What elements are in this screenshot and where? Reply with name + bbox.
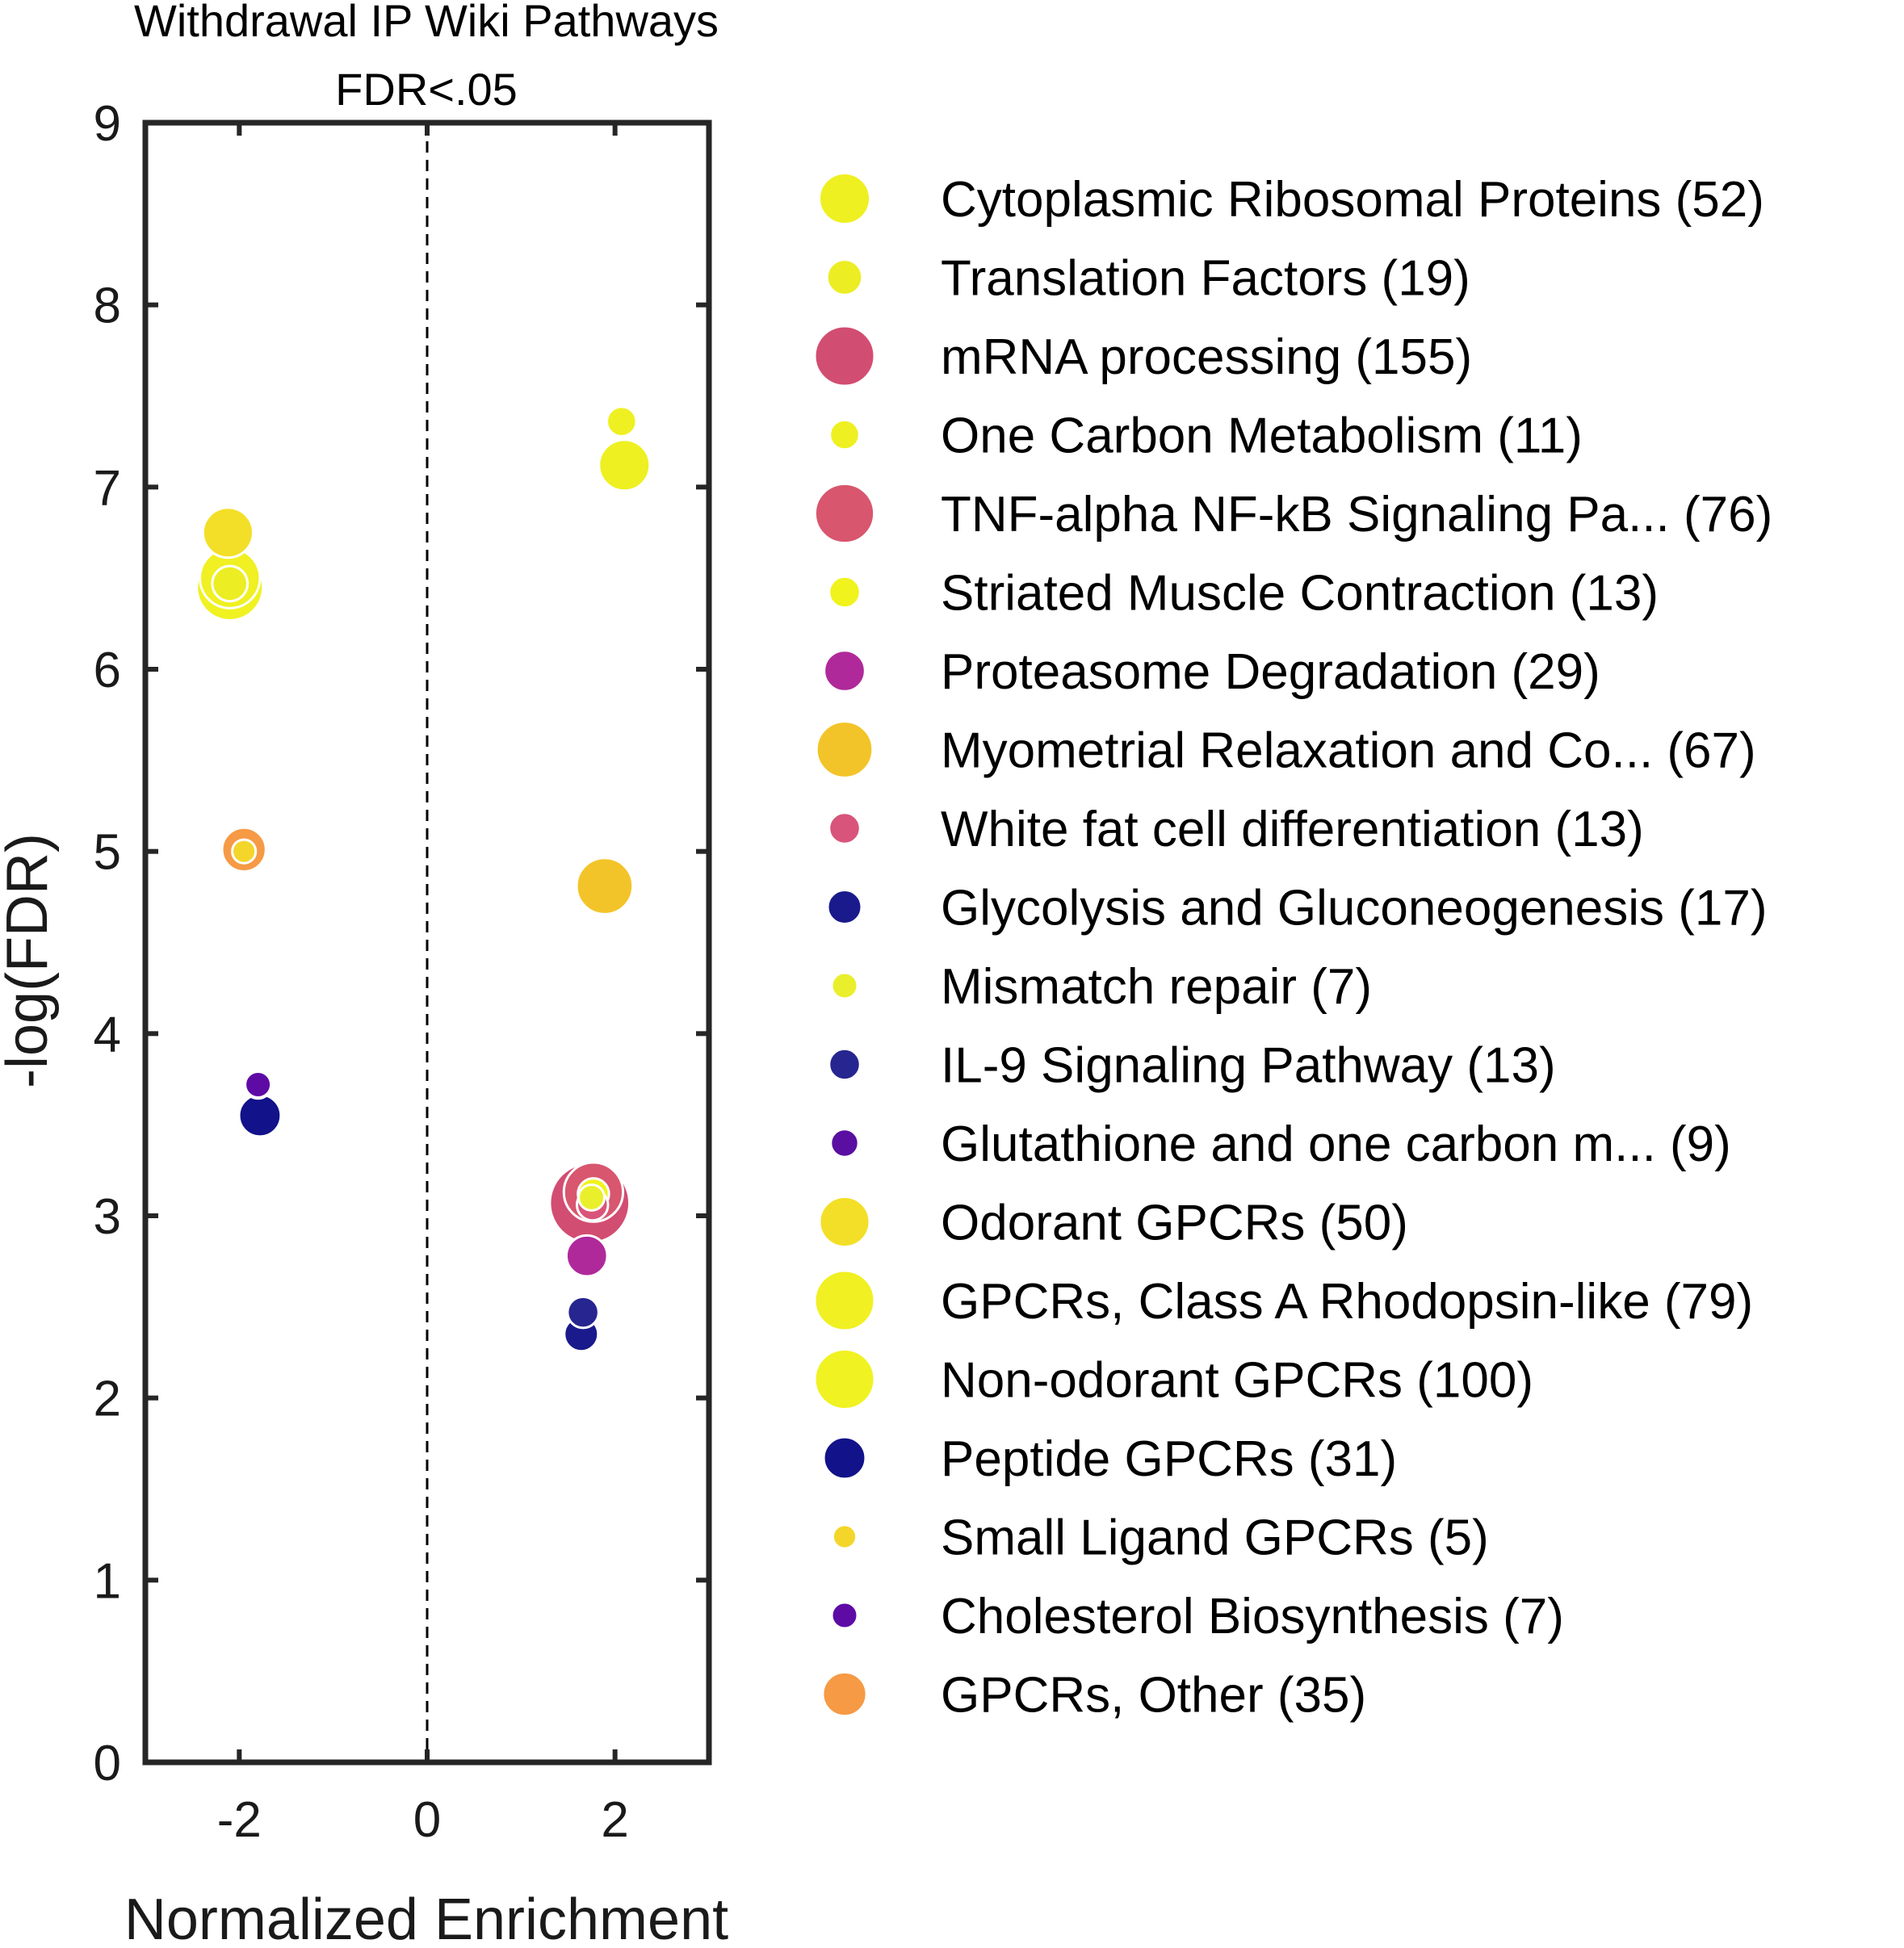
y-tick-label: 8 xyxy=(94,279,121,334)
legend-item: IL-9 Signaling Pathway (13) xyxy=(828,1038,1556,1094)
legend-label: One Carbon Metabolism (11) xyxy=(941,408,1583,464)
legend-label: Glycolysis and Gluconeogenesis (17) xyxy=(941,881,1768,936)
legend-marker xyxy=(826,888,863,926)
legend-marker xyxy=(813,325,876,388)
x-axis-title: Normalized Enrichment xyxy=(124,1887,728,1948)
legend-marker xyxy=(830,1601,859,1630)
y-tick-label: 9 xyxy=(94,96,121,152)
legend-marker xyxy=(828,575,862,610)
legend-item: Small Ligand GPCRs (5) xyxy=(831,1510,1489,1566)
legend-marker xyxy=(829,1128,860,1158)
legend-item: GPCRs, Class A Rhodopsin-like (79) xyxy=(813,1269,1753,1332)
y-tick-label: 3 xyxy=(94,1189,121,1245)
data-markers xyxy=(195,405,652,1353)
chart-title-line-2: FDR<.05 xyxy=(335,64,518,115)
data-point-8 xyxy=(575,857,635,915)
y-tick-label: 6 xyxy=(94,643,121,698)
legend-item: Cytoplasmic Ribosomal Proteins (52) xyxy=(817,171,1764,228)
data-point-14 xyxy=(201,506,254,559)
legend-marker xyxy=(813,482,876,545)
y-tick-label: 0 xyxy=(94,1736,121,1791)
data-point-7 xyxy=(564,1234,609,1278)
legend-label: Proteasome Degradation (29) xyxy=(941,644,1600,700)
y-tick-label: 5 xyxy=(94,825,121,881)
legend-label: GPCRs, Other (35) xyxy=(941,1668,1366,1724)
legend-marker xyxy=(831,1523,858,1550)
legend-label: GPCRs, Class A Rhodopsin-like (79) xyxy=(941,1274,1753,1330)
legend-marker xyxy=(822,1435,867,1481)
legend-label: Peptide GPCRs (31) xyxy=(941,1431,1397,1487)
legend-label: Glutathione and one carbon m... (9) xyxy=(941,1116,1731,1172)
legend-item: Odorant GPCRs (50) xyxy=(818,1195,1408,1251)
legend-label: White fat cell differentiation (13) xyxy=(941,802,1644,857)
legend-marker xyxy=(828,811,862,845)
data-point-2 xyxy=(211,564,250,603)
legend-label: Cholesterol Biosynthesis (7) xyxy=(941,1589,1564,1644)
data-point-19 xyxy=(244,1070,273,1100)
y-tick-label: 4 xyxy=(94,1007,121,1062)
legend-label: Mismatch repair (7) xyxy=(941,959,1372,1015)
legend-marker xyxy=(828,1047,862,1082)
legend-marker xyxy=(823,649,866,693)
legend-marker xyxy=(818,1195,871,1249)
legend-marker xyxy=(817,171,872,226)
data-point-12 xyxy=(566,1295,600,1330)
legend-item: White fat cell differentiation (13) xyxy=(828,802,1644,857)
data-point-11 xyxy=(577,1183,606,1212)
legend-item: TNF-alpha NF-kB Signaling Pa... (76) xyxy=(813,482,1772,545)
legend-marker xyxy=(813,1269,876,1332)
y-tick-label: 2 xyxy=(94,1372,121,1427)
legend-label: Translation Factors (19) xyxy=(941,251,1470,307)
y-axis-title: -log(FDR) xyxy=(0,833,60,1088)
legend-item: Mismatch repair (7) xyxy=(830,959,1372,1015)
legend-marker xyxy=(813,1348,876,1410)
y-tick-label: 1 xyxy=(94,1553,121,1609)
x-tick-label: 0 xyxy=(413,1792,441,1848)
legend-label: IL-9 Signaling Pathway (13) xyxy=(941,1038,1556,1094)
data-point-1 xyxy=(598,438,652,492)
chart-title-line-1: Withdrawal IP Wiki Pathways xyxy=(134,0,719,46)
legend-item: Glycolysis and Gluconeogenesis (17) xyxy=(826,881,1768,936)
legend-item: Striated Muscle Contraction (13) xyxy=(828,566,1659,622)
legend-item: One Carbon Metabolism (11) xyxy=(828,408,1583,464)
chart-title: Withdrawal IP Wiki Pathways FDR<.05 xyxy=(134,0,719,115)
legend-item: mRNA processing (155) xyxy=(813,325,1472,388)
legend-marker xyxy=(828,418,861,451)
legend-marker xyxy=(815,720,874,779)
legend-item: Proteasome Degradation (29) xyxy=(823,644,1600,700)
legend-item: Cholesterol Biosynthesis (7) xyxy=(830,1589,1564,1644)
legend-marker xyxy=(830,971,859,1000)
legend: Cytoplasmic Ribosomal Proteins (52) Trans… xyxy=(813,171,1772,1724)
axis-ticks: -2 0 2 0 1 2 3 4 5 6 7 8 9 xyxy=(94,96,709,1848)
x-tick-label: -2 xyxy=(217,1792,262,1848)
legend-label: Myometrial Relaxation and Co... (67) xyxy=(941,723,1756,779)
legend-label: Cytoplasmic Ribosomal Proteins (52) xyxy=(941,172,1764,228)
legend-label: Small Ligand GPCRs (5) xyxy=(941,1510,1489,1566)
x-tick-label: 2 xyxy=(601,1792,628,1848)
data-point-18 xyxy=(231,838,258,865)
y-tick-label: 7 xyxy=(94,460,121,516)
legend-item: Non-odorant GPCRs (100) xyxy=(813,1348,1533,1410)
legend-item: Glutathione and one carbon m... (9) xyxy=(829,1116,1731,1172)
legend-marker xyxy=(825,258,864,296)
legend-label: mRNA processing (155) xyxy=(941,329,1472,385)
legend-label: TNF-alpha NF-kB Signaling Pa... (76) xyxy=(941,487,1772,543)
legend-marker xyxy=(821,1670,868,1718)
data-point-4 xyxy=(606,405,638,438)
data-point-17 xyxy=(237,1093,283,1138)
legend-label: Striated Muscle Contraction (13) xyxy=(941,566,1659,622)
legend-label: Non-odorant GPCRs (100) xyxy=(941,1353,1533,1409)
legend-label: Odorant GPCRs (50) xyxy=(941,1196,1408,1251)
legend-item: GPCRs, Other (35) xyxy=(821,1668,1366,1724)
legend-item: Myometrial Relaxation and Co... (67) xyxy=(815,720,1756,779)
legend-item: Peptide GPCRs (31) xyxy=(822,1431,1397,1487)
legend-item: Translation Factors (19) xyxy=(825,251,1470,307)
